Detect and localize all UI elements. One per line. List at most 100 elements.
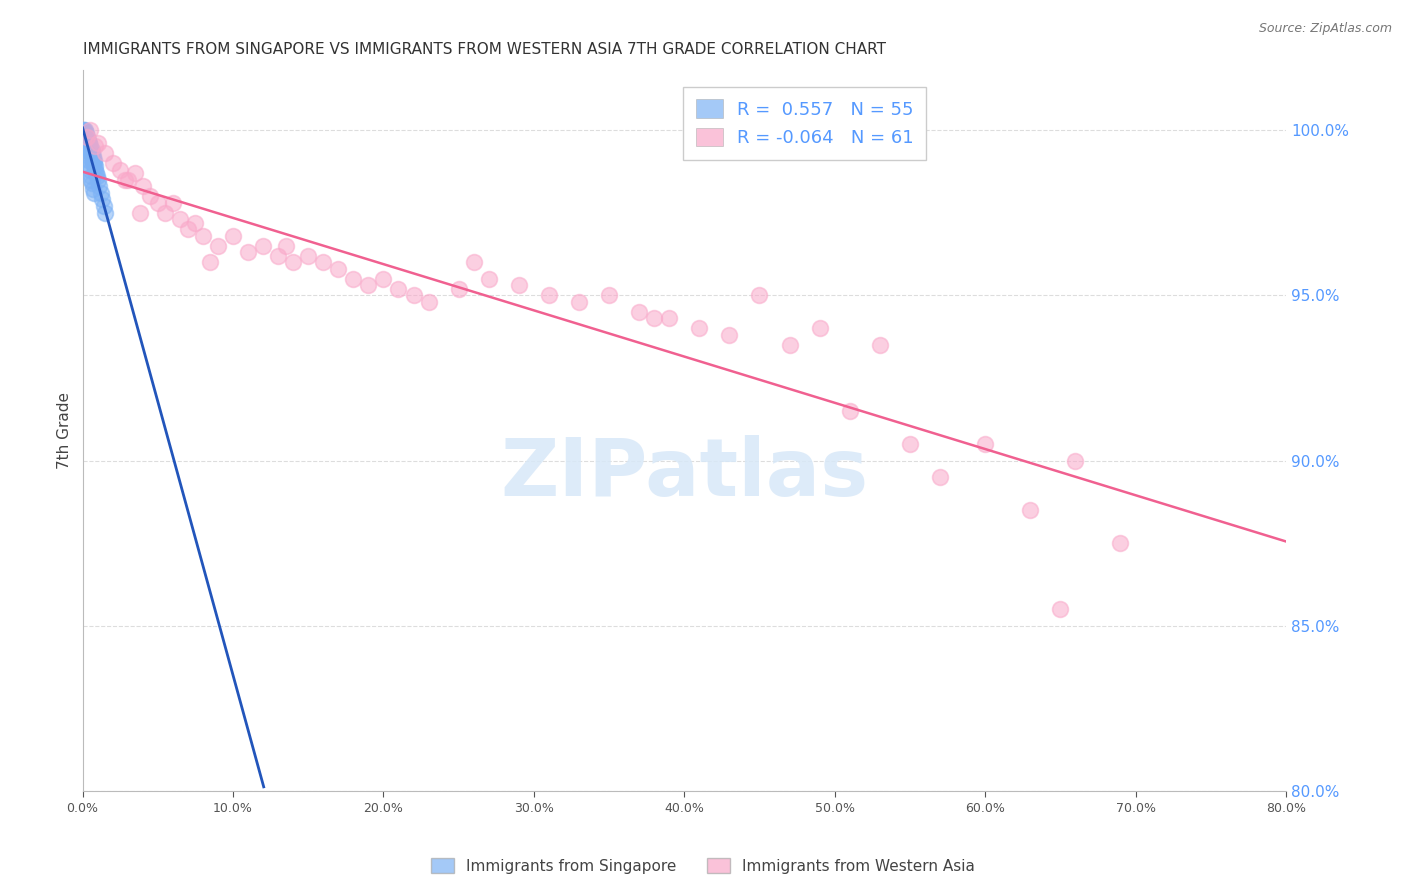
Point	[82, 149, 104, 163]
Point	[75, 126, 97, 140]
Point	[82, 146, 104, 161]
Text: ZIPatlas: ZIPatlas	[501, 435, 869, 513]
Point	[89, 179, 111, 194]
Point	[76, 136, 98, 150]
Point	[537, 288, 560, 302]
Point	[77, 159, 100, 173]
Point	[418, 294, 440, 309]
Point	[124, 166, 146, 180]
Point	[76, 139, 98, 153]
Point	[77, 153, 100, 167]
Point	[84, 166, 107, 180]
Point	[748, 288, 770, 302]
Point	[974, 437, 997, 451]
Point	[342, 271, 364, 285]
Point	[80, 143, 103, 157]
Point	[79, 136, 101, 150]
Point	[94, 205, 117, 219]
Point	[297, 249, 319, 263]
Point	[77, 136, 100, 150]
Point	[79, 143, 101, 157]
Point	[77, 139, 100, 153]
Point	[83, 139, 105, 153]
Point	[132, 179, 155, 194]
Point	[91, 193, 114, 207]
Point	[75, 136, 97, 150]
Point	[779, 338, 801, 352]
Point	[108, 162, 131, 177]
Point	[267, 249, 290, 263]
Point	[658, 311, 681, 326]
Point	[86, 136, 108, 150]
Point	[162, 195, 184, 210]
Point	[73, 126, 96, 140]
Point	[169, 212, 191, 227]
Point	[90, 186, 112, 200]
Point	[86, 169, 108, 184]
Point	[80, 149, 103, 163]
Point	[76, 133, 98, 147]
Point	[808, 321, 831, 335]
Point	[101, 156, 124, 170]
Point	[184, 215, 207, 229]
Point	[929, 470, 952, 484]
Point	[76, 129, 98, 144]
Point	[191, 228, 214, 243]
Point	[80, 172, 103, 186]
Point	[72, 126, 94, 140]
Point	[77, 139, 100, 153]
Point	[73, 123, 96, 137]
Point	[117, 172, 139, 186]
Legend: Immigrants from Singapore, Immigrants from Western Asia: Immigrants from Singapore, Immigrants fr…	[425, 852, 981, 880]
Point	[79, 169, 101, 184]
Point	[274, 238, 297, 252]
Point	[73, 126, 96, 140]
Point	[463, 255, 485, 269]
Point	[75, 133, 97, 147]
Point	[73, 126, 96, 140]
Point	[643, 311, 665, 326]
Point	[283, 255, 305, 269]
Point	[79, 162, 101, 177]
Point	[387, 282, 409, 296]
Point	[75, 133, 97, 147]
Point	[82, 182, 104, 196]
Point	[869, 338, 891, 352]
Point	[128, 205, 150, 219]
Point	[84, 162, 107, 177]
Point	[82, 153, 104, 167]
Point	[80, 176, 103, 190]
Point	[402, 288, 425, 302]
Point	[1064, 453, 1087, 467]
Point	[79, 143, 101, 157]
Point	[76, 129, 98, 144]
Point	[598, 288, 620, 302]
Point	[207, 238, 229, 252]
Point	[1109, 536, 1132, 550]
Point	[200, 255, 222, 269]
Point	[177, 222, 200, 236]
Point	[252, 238, 274, 252]
Point	[328, 261, 350, 276]
Point	[447, 282, 470, 296]
Point	[83, 153, 105, 167]
Point	[312, 255, 335, 269]
Point	[236, 245, 259, 260]
Point	[80, 146, 103, 161]
Point	[75, 129, 97, 144]
Point	[75, 129, 97, 144]
Point	[79, 139, 101, 153]
Y-axis label: 7th Grade: 7th Grade	[58, 392, 72, 469]
Point	[357, 278, 380, 293]
Point	[1019, 503, 1042, 517]
Point	[478, 271, 501, 285]
Text: Source: ZipAtlas.com: Source: ZipAtlas.com	[1258, 22, 1392, 36]
Point	[139, 189, 162, 203]
Point	[73, 123, 96, 137]
Point	[73, 129, 96, 144]
Point	[838, 404, 860, 418]
Point	[508, 278, 530, 293]
Point	[80, 146, 103, 161]
Point	[83, 159, 105, 173]
Point	[568, 294, 591, 309]
